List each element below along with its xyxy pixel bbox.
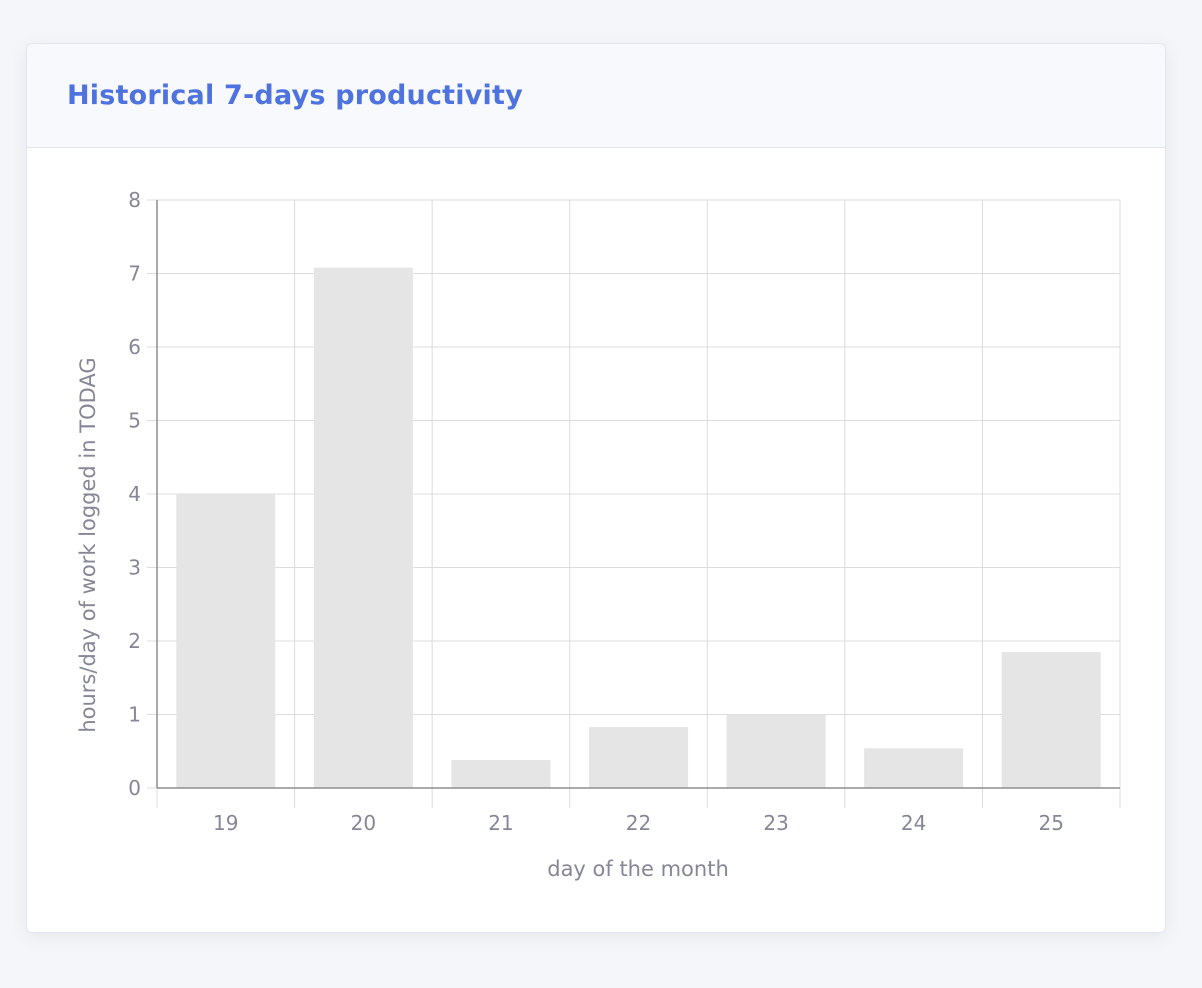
y-tick-label: 7 <box>128 262 141 286</box>
bar-day-19[interactable] <box>176 494 276 788</box>
bar-day-24[interactable] <box>864 748 964 788</box>
y-tick-label: 2 <box>128 629 141 653</box>
y-tick-label: 4 <box>128 482 141 506</box>
y-tick-label: 0 <box>128 776 141 800</box>
chart-axes <box>156 200 1120 789</box>
card-body: 0 1 2 3 4 5 6 7 8 19 20 21 22 23 24 25 day of the month… <box>27 148 1165 932</box>
y-tick-label: 6 <box>128 335 141 359</box>
chart-bars <box>176 267 1101 789</box>
y-tick-label: 8 <box>128 188 141 212</box>
card-header: Historical 7-days productivity <box>27 44 1165 148</box>
chart-grid <box>147 199 1121 808</box>
x-tick-label: 23 <box>763 811 788 835</box>
bar-day-23[interactable] <box>726 714 826 789</box>
x-tick-label: 25 <box>1038 811 1063 835</box>
x-tick-label: 22 <box>626 811 651 835</box>
y-tick-label: 1 <box>128 703 141 727</box>
y-tick-label: 5 <box>128 409 141 433</box>
x-axis-label: day of the month <box>547 857 729 881</box>
y-tick-label: 3 <box>128 556 141 580</box>
y-axis-label: hours/day of work logged in TODAG <box>76 357 100 732</box>
bar-day-25[interactable] <box>1001 652 1101 788</box>
x-tick-label: 19 <box>213 811 238 835</box>
x-tick-label: 20 <box>351 811 376 835</box>
bar-day-22[interactable] <box>588 726 689 788</box>
bar-day-21[interactable] <box>451 760 551 788</box>
x-tick-label: 24 <box>901 811 926 835</box>
card-title: Historical 7-days productivity <box>67 80 523 111</box>
x-tick-label: 21 <box>488 811 513 835</box>
bar-day-20[interactable] <box>313 267 413 788</box>
